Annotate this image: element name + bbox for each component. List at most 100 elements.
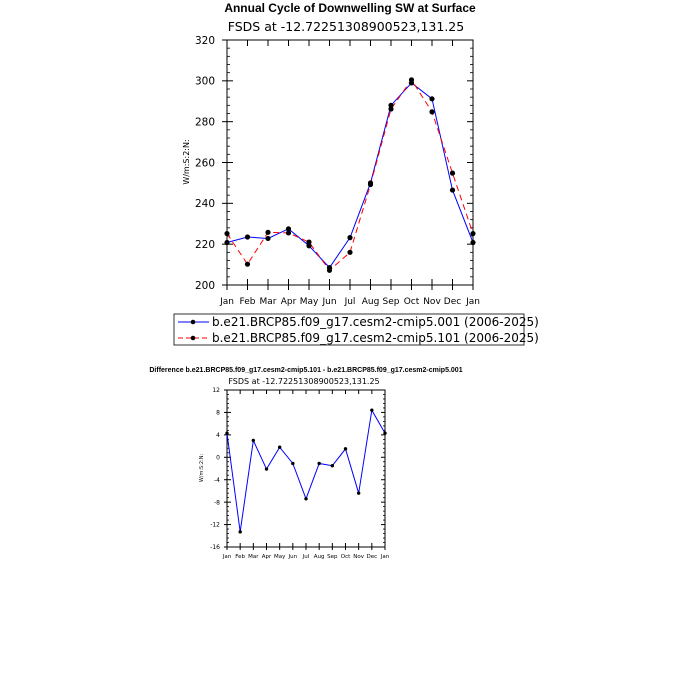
x-tick-label: Apr: [281, 297, 297, 307]
data-point-series-0: [449, 187, 456, 193]
data-point-series-0: [343, 447, 348, 451]
y-axis: 200 220 240 260 280 300 320: [195, 35, 473, 292]
data-point-series-1: [347, 249, 353, 255]
difference-chart-subtitle: FSDS at -12.72251308900523,131.25: [228, 377, 379, 386]
y-tick-label: 300: [195, 76, 215, 88]
data-point-series-0: [225, 431, 229, 435]
x-tick-label: Oct: [404, 297, 420, 307]
y-tick-label: 8: [216, 410, 220, 417]
y-tick-label: 0: [216, 454, 220, 461]
annual-cycle-chart: Annual Cycle of Downwelling SW at Surfac…: [173, 1, 539, 346]
data-point-series-1: [367, 181, 374, 188]
data-point-series-1: [306, 239, 312, 245]
x-tick-label: May: [300, 297, 319, 307]
difference-series-group: [225, 408, 387, 534]
y-tick-label: -8: [214, 499, 220, 506]
data-point-series-0: [224, 239, 230, 246]
y-tick-label: 240: [195, 198, 215, 210]
data-point-series-0: [304, 497, 308, 501]
data-point-series-0: [388, 102, 394, 108]
data-point-series-1: [244, 261, 251, 267]
data-point-series-0: [265, 235, 271, 242]
x-tick-label: Apr: [262, 554, 272, 560]
data-point-series-1: [429, 109, 435, 115]
x-tick-label: Jan: [219, 297, 234, 307]
y-tick-label: -16: [210, 544, 220, 551]
x-tick-label: Nov: [353, 554, 364, 560]
difference-chart-title: Difference b.e21.BRCP85.f09_g17.cesm2-cm…: [149, 367, 462, 374]
y-tick-label: -12: [210, 522, 220, 529]
data-point-series-0: [370, 408, 374, 412]
y-tick-label: -4: [214, 477, 220, 484]
y-tick-label: 4: [216, 432, 220, 439]
legend: b.e21.BRCP85.f09_g17.cesm2-cmip5.001 (20…: [173, 313, 539, 346]
data-point-series-1: [388, 106, 394, 112]
x-tick-label: Feb: [240, 297, 256, 307]
data-point-series-1: [224, 230, 230, 237]
legend-marker-001: [190, 319, 196, 325]
difference-x-axis: Jan Feb Mar Apr May Jun Jul Aug Sep Oct Nov Dec Jan: [222, 390, 390, 560]
x-tick-label: Aug: [362, 297, 380, 307]
difference-plot-frame: [226, 389, 386, 548]
legend-label-001: b.e21.BRCP85.f09_g17.cesm2-cmip5.001 (20…: [212, 315, 539, 329]
data-point-series-0: [238, 530, 242, 534]
y-tick-label: 220: [195, 239, 215, 251]
data-point-series-1: [470, 230, 476, 237]
data-point-series-0: [251, 438, 256, 443]
data-point-series-1: [449, 170, 456, 176]
x-tick-label: Sep: [327, 554, 338, 560]
x-tick-label: Jul: [302, 554, 310, 560]
x-tick-label: Dec: [367, 554, 378, 560]
plot-frame: [226, 39, 474, 286]
data-point-series-0: [317, 461, 321, 466]
x-tick-label: Nov: [423, 297, 441, 307]
x-tick-label: Feb: [235, 554, 245, 560]
data-point-series-1: [265, 229, 271, 235]
data-point-series-1: [408, 77, 415, 83]
x-tick-label: Sep: [383, 297, 400, 307]
series-group: [224, 77, 476, 273]
data-point-series-1: [326, 267, 333, 273]
x-tick-label: Jan: [380, 554, 390, 560]
difference-y-axis: -16 -12 -8 -4 0 4 8 12: [210, 387, 385, 551]
x-tick-label: Dec: [444, 297, 461, 307]
y-tick-label: 320: [195, 35, 215, 47]
data-point-series-0: [330, 463, 335, 468]
chart-title: Annual Cycle of Downwelling SW at Surfac…: [224, 1, 476, 15]
y-axis-label: W/m:S:2:N:: [182, 139, 191, 184]
data-point-series-0: [356, 491, 361, 495]
data-point-series-0: [306, 243, 312, 249]
x-tick-label: Jun: [288, 554, 298, 560]
x-tick-label: Jul: [344, 297, 356, 307]
y-tick-label: 12: [212, 387, 220, 394]
x-tick-label: Jun: [321, 297, 336, 307]
x-tick-label: Oct: [341, 554, 351, 560]
data-point-series-0: [429, 96, 435, 102]
data-point-series-0: [244, 234, 251, 240]
legend-marker-101: [190, 335, 196, 341]
data-point-series-1: [285, 230, 292, 236]
series-line-1: [226, 78, 474, 272]
data-point-series-0: [383, 431, 387, 435]
y-tick-label: 200: [195, 280, 215, 292]
y-tick-label: 260: [195, 157, 215, 169]
legend-label-101: b.e21.BRCP85.f09_g17.cesm2-cmip5.101 (20…: [212, 331, 539, 345]
difference-y-axis-label: W/m:S:2:N:: [199, 454, 205, 483]
y-tick-label: 280: [195, 116, 215, 128]
data-point-series-0: [277, 445, 282, 449]
legend-box: [173, 313, 525, 346]
data-point-series-0: [347, 235, 353, 241]
x-axis: Jan Feb Mar Apr May Jun Jul Aug Sep Oct Nov Dec Jan: [219, 40, 480, 307]
x-tick-label: Jan: [222, 554, 232, 560]
x-tick-label: May: [274, 554, 286, 560]
data-point-series-0: [264, 467, 269, 471]
x-tick-label: Mar: [248, 554, 259, 560]
x-tick-label: Jan: [465, 297, 480, 307]
x-tick-label: Mar: [260, 297, 277, 307]
data-point-series-0: [470, 239, 476, 246]
chart-subtitle: FSDS at -12.72251308900523,131.25: [228, 19, 464, 34]
data-point-series-0: [285, 226, 292, 232]
data-point-series-0: [291, 461, 295, 466]
difference-chart: Difference b.e21.BRCP85.f09_g17.cesm2-cm…: [149, 367, 462, 560]
